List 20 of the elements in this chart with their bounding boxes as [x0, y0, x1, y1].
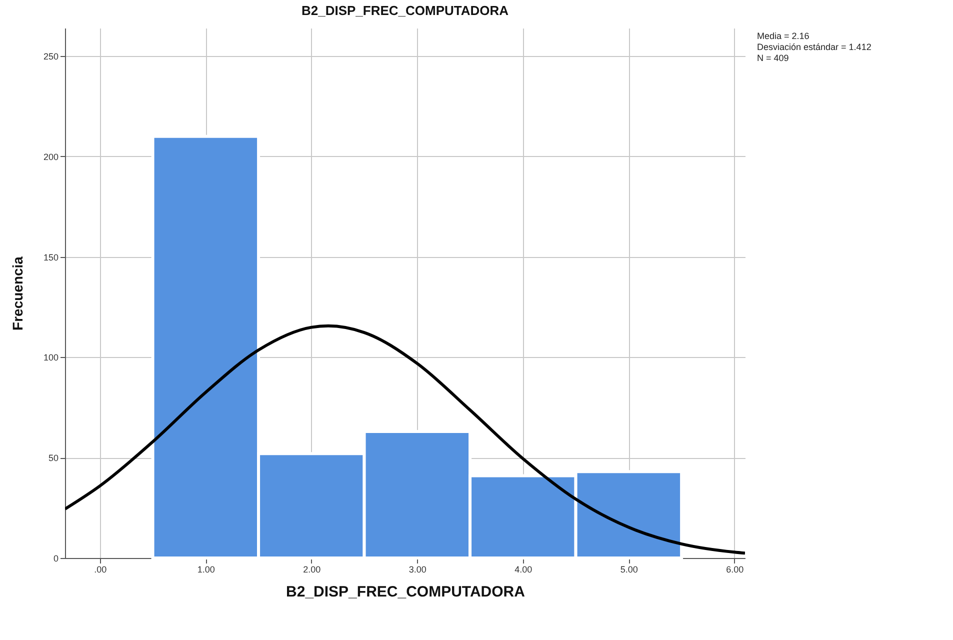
x-tick-label: 4.00 [514, 564, 532, 574]
x-tick-label: .00 [94, 564, 107, 574]
line-series [65, 324, 745, 555]
text: N = 409 [757, 53, 789, 63]
y-tick-label: 200 [43, 152, 58, 162]
x-tick-label: 6.00 [726, 564, 744, 574]
y-tick-label: 50 [48, 453, 58, 464]
x-axis-title: B2_DISP_FREC_COMPUTADORA [286, 584, 526, 600]
text: Desviación estándar = 1.412 [757, 42, 872, 52]
chart-title: B2_DISP_FREC_COMPUTADORA [301, 3, 510, 18]
x-tick-label: 5.00 [620, 564, 638, 574]
text: Media = 2.16 [757, 31, 810, 41]
y-tick-label: 250 [43, 52, 58, 62]
y-tick-label: 100 [43, 352, 58, 363]
y-tick-label: 150 [43, 252, 58, 262]
x-tick-label: 1.00 [197, 564, 215, 574]
y-tick-label: 0 [53, 554, 58, 564]
x-tick-label: 3.00 [408, 564, 426, 574]
y-axis-title: Frecuencia [9, 256, 26, 330]
x-tick-label: 2.00 [303, 564, 321, 574]
